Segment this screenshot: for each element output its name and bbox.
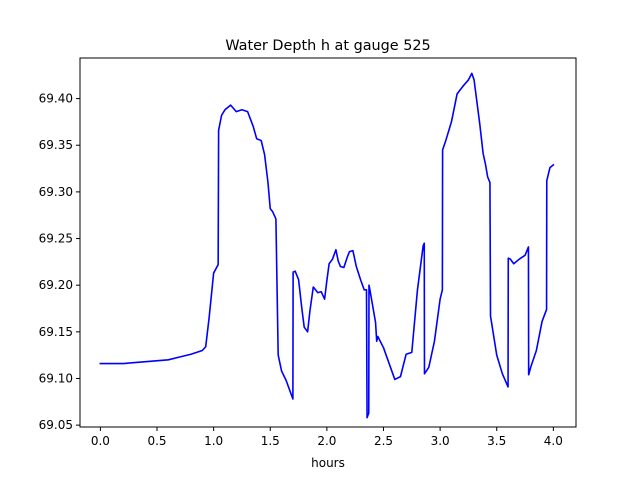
axes-frame <box>79 57 577 428</box>
chart-title: Water Depth h at gauge 525 <box>225 38 430 54</box>
plot-area <box>99 72 555 419</box>
x-tick-label: 2.0 <box>317 434 336 448</box>
y-tick-label: 69.35 <box>39 138 73 152</box>
x-tick-label: 4.0 <box>544 434 563 448</box>
y-tick-label: 69.15 <box>39 325 73 339</box>
y-tick-label: 69.40 <box>39 92 73 106</box>
x-tick-label: 3.5 <box>487 434 506 448</box>
x-tick-label: 0.5 <box>147 434 166 448</box>
x-axis-label: hours <box>311 456 345 470</box>
y-tick-label: 69.10 <box>39 371 73 385</box>
y-tick-label: 69.25 <box>39 232 73 246</box>
x-tick-label: 1.0 <box>204 434 223 448</box>
x-tick-label: 2.5 <box>374 434 393 448</box>
x-tick-label: 0.0 <box>91 434 110 448</box>
series-line <box>99 72 555 419</box>
x-tick-label: 1.5 <box>261 434 280 448</box>
x-tick-label: 3.0 <box>431 434 450 448</box>
y-tick-label: 69.05 <box>39 418 73 432</box>
y-axis: 69.05 69.10 69.15 69.20 69.25 69.30 69.35 69.40 <box>39 92 80 432</box>
y-tick-label: 69.30 <box>39 185 73 199</box>
x-axis: 0.0 0.5 1.0 1.5 2.0 2.5 3.0 3.5 4.0 <box>91 427 563 448</box>
y-tick-label: 69.20 <box>39 278 73 292</box>
